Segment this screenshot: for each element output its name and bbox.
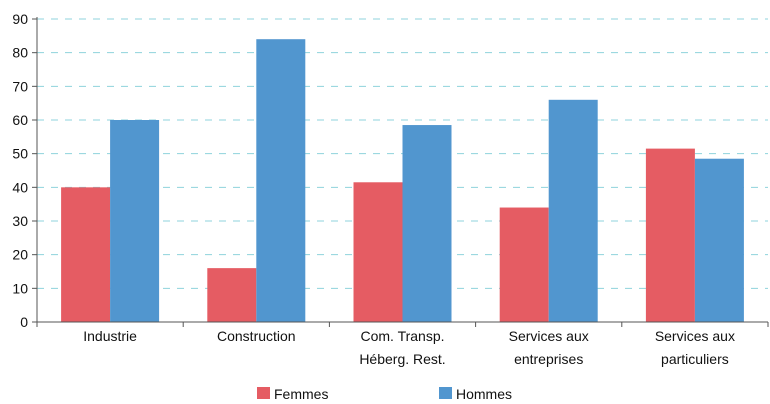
bar-hommes-1 [256, 39, 306, 322]
bar-femmes-3 [499, 207, 549, 322]
bars [61, 39, 744, 322]
bar-hommes-4 [694, 158, 744, 322]
legend: Femmes Hommes [257, 386, 512, 402]
bar-femmes-4 [645, 148, 695, 322]
x-tick-label: Services aux entreprises [509, 328, 589, 367]
bar-hommes-3 [548, 99, 598, 322]
axes: 0 10 20 30 40 50 60 70 80 90 Industrie Construction… [12, 11, 769, 367]
y-tick-label: 0 [20, 314, 28, 330]
legend-label-femmes: Femmes [274, 386, 328, 399]
y-tick-label: 20 [12, 247, 28, 263]
y-tick-label: 60 [12, 112, 28, 128]
y-tick-label: 10 [12, 280, 28, 296]
bar-femmes-0 [61, 187, 111, 322]
y-tick-label: 50 [12, 146, 28, 162]
bar-hommes-2 [402, 125, 452, 322]
y-tick-label: 40 [12, 179, 28, 195]
x-tick-label: Com. Transp. Héberg. Rest. [359, 328, 445, 367]
y-tick-label: 80 [12, 45, 28, 61]
y-tick-label: 90 [12, 11, 28, 27]
x-tick-label: Construction [217, 328, 296, 344]
bar-hommes-0 [110, 120, 160, 322]
bar-femmes-1 [207, 268, 257, 322]
y-tick-label: 70 [12, 78, 28, 94]
legend-swatch-femmes [257, 387, 270, 400]
x-tick-label: Services aux particuliers [655, 328, 735, 367]
legend-label-hommes: Hommes [456, 386, 512, 399]
y-tick-label: 30 [12, 213, 28, 229]
legend-swatch-hommes [439, 387, 452, 400]
x-tick-label: Industrie [83, 328, 137, 344]
bar-femmes-2 [353, 182, 403, 322]
